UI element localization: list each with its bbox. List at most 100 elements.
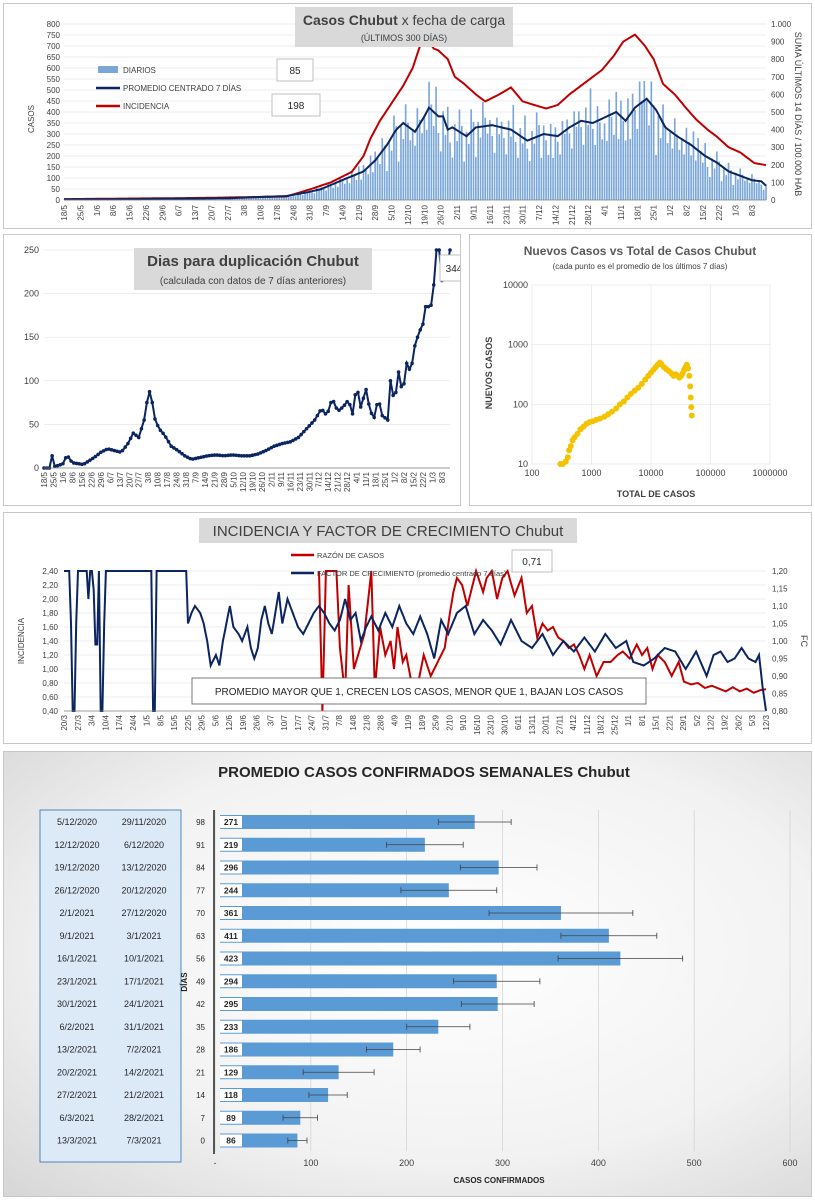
x-tick-label: 29/6 (97, 471, 106, 487)
scatter-point (564, 454, 571, 461)
duplicacion-point (115, 449, 119, 454)
daily-bar (245, 197, 248, 200)
daily-bar (549, 123, 552, 200)
legend-label: DIARIOS (123, 66, 156, 75)
duplicacion-point (220, 453, 225, 458)
scatter-point (638, 380, 645, 387)
duplicacion-point (237, 453, 241, 458)
daily-bar (680, 139, 683, 200)
y-tick-label: 100 (513, 399, 528, 409)
duplicacion-point (337, 408, 341, 413)
row-days: 77 (196, 886, 205, 895)
row-start-date: 24/1/2021 (124, 999, 164, 1009)
daily-bar (603, 123, 606, 200)
daily-bar (290, 196, 292, 200)
x-tick-label: 400 (591, 1158, 606, 1168)
x-tick-label: 14/12 (324, 471, 333, 492)
daily-bar (365, 169, 367, 200)
value-label-box (220, 1066, 242, 1079)
y2-tick-label: 700 (771, 73, 785, 82)
duplicacion-point (61, 461, 65, 466)
x-tick-label: 7/9 (192, 471, 201, 483)
daily-bar (390, 150, 393, 200)
daily-bar (292, 193, 295, 200)
duplicacion-point (277, 442, 282, 447)
y2-tick-label: 1,15 (772, 585, 788, 594)
chart-title: INCIDENCIA Y FACTOR DE CRECIMIENTO Chubu… (213, 523, 564, 540)
x-tick-label: 25/5 (76, 204, 85, 220)
daily-bar (318, 189, 320, 200)
daily-bar (451, 157, 454, 200)
x-tick-label: 19/10 (248, 471, 257, 492)
duplicacion-point (304, 426, 309, 431)
duplicacion-point (310, 421, 314, 425)
daily-bar (259, 197, 262, 200)
weekly-value-label: 86 (226, 1136, 236, 1146)
daily-bar (472, 121, 475, 200)
y-tick-label: 10 (518, 459, 528, 469)
weekly-bar (220, 860, 499, 875)
daily-bar (760, 184, 763, 200)
weekly-bar (220, 883, 449, 898)
row-end-date: 6/3/2021 (59, 1113, 94, 1123)
x-tick-label: 31/8 (182, 471, 191, 487)
daily-bar (276, 196, 278, 200)
duplicacion-point (372, 415, 377, 420)
y2-tick-label: 1,05 (772, 620, 788, 629)
duplicacion-point (139, 426, 144, 431)
daily-bar (241, 197, 243, 200)
daily-bar (687, 141, 690, 200)
daily-bar (325, 190, 327, 200)
daily-bar (706, 166, 709, 200)
x-tick-label: 27/7 (224, 204, 233, 220)
daily-bar (753, 178, 756, 200)
daily-bar (283, 197, 285, 200)
x-tick-label: 20/3 (60, 714, 69, 730)
y-tick-label: 650 (47, 53, 61, 62)
x-tick-label: 500 (687, 1158, 702, 1168)
daily-bar (741, 174, 744, 200)
daily-bar (421, 133, 423, 200)
daily-bar (697, 138, 699, 200)
x-tick-label: 1/6 (93, 204, 102, 216)
duplicacion-point (223, 453, 228, 458)
x-tick-label: 20/11 (542, 714, 551, 734)
duplicacion-point (375, 402, 379, 407)
daily-bar (343, 183, 346, 200)
x-tick-label: 24/4 (129, 714, 138, 730)
daily-bar (285, 195, 288, 200)
row-start-date: 28/2/2021 (124, 1113, 164, 1123)
duplicacion-point (234, 453, 238, 458)
x-tick-label: 3/8 (144, 471, 153, 483)
daily-bar (432, 126, 435, 200)
x-tick-label: 13/11 (528, 714, 537, 734)
duplicacion-point (264, 448, 268, 453)
y-tick-label: 150 (47, 163, 61, 172)
daily-bar (460, 126, 463, 200)
daily-bar (561, 120, 564, 200)
x-tick-label: 14/9 (338, 204, 347, 220)
y2-tick-label: 0,90 (772, 672, 788, 681)
weekly-bar (220, 1065, 339, 1080)
daily-bar (308, 190, 311, 200)
weekly-value-label: 295 (224, 999, 238, 1009)
title-box (199, 518, 577, 543)
daily-bar (205, 199, 208, 200)
daily-bar (631, 93, 634, 200)
x-tick-label: 21/12 (334, 471, 343, 492)
x-tick-label: 13/7 (191, 204, 200, 220)
daily-bar (369, 155, 372, 200)
x-tick-label: 20/7 (125, 471, 134, 487)
duplicacion-point (161, 431, 165, 436)
x-tick-label: 5/3 (748, 714, 757, 726)
daily-bar (601, 139, 604, 200)
duplicacion-value: 344 (446, 264, 460, 275)
x-tick-label: 30/11 (519, 204, 528, 224)
duplicacion-chart-panel: 0 50 100 150 200 250 18/5 25/5 1/6 8/6 15/6 22/6 29/… (3, 234, 461, 506)
scatter-point (687, 394, 694, 401)
chart-title: Nuevos Casos vs Total de Casos Chubut (524, 244, 757, 258)
x-tick-label: 18/5 (60, 204, 69, 220)
daily-bar (341, 180, 344, 200)
x-tick-label: 25/9 (432, 714, 441, 730)
daily-bar (437, 133, 440, 200)
